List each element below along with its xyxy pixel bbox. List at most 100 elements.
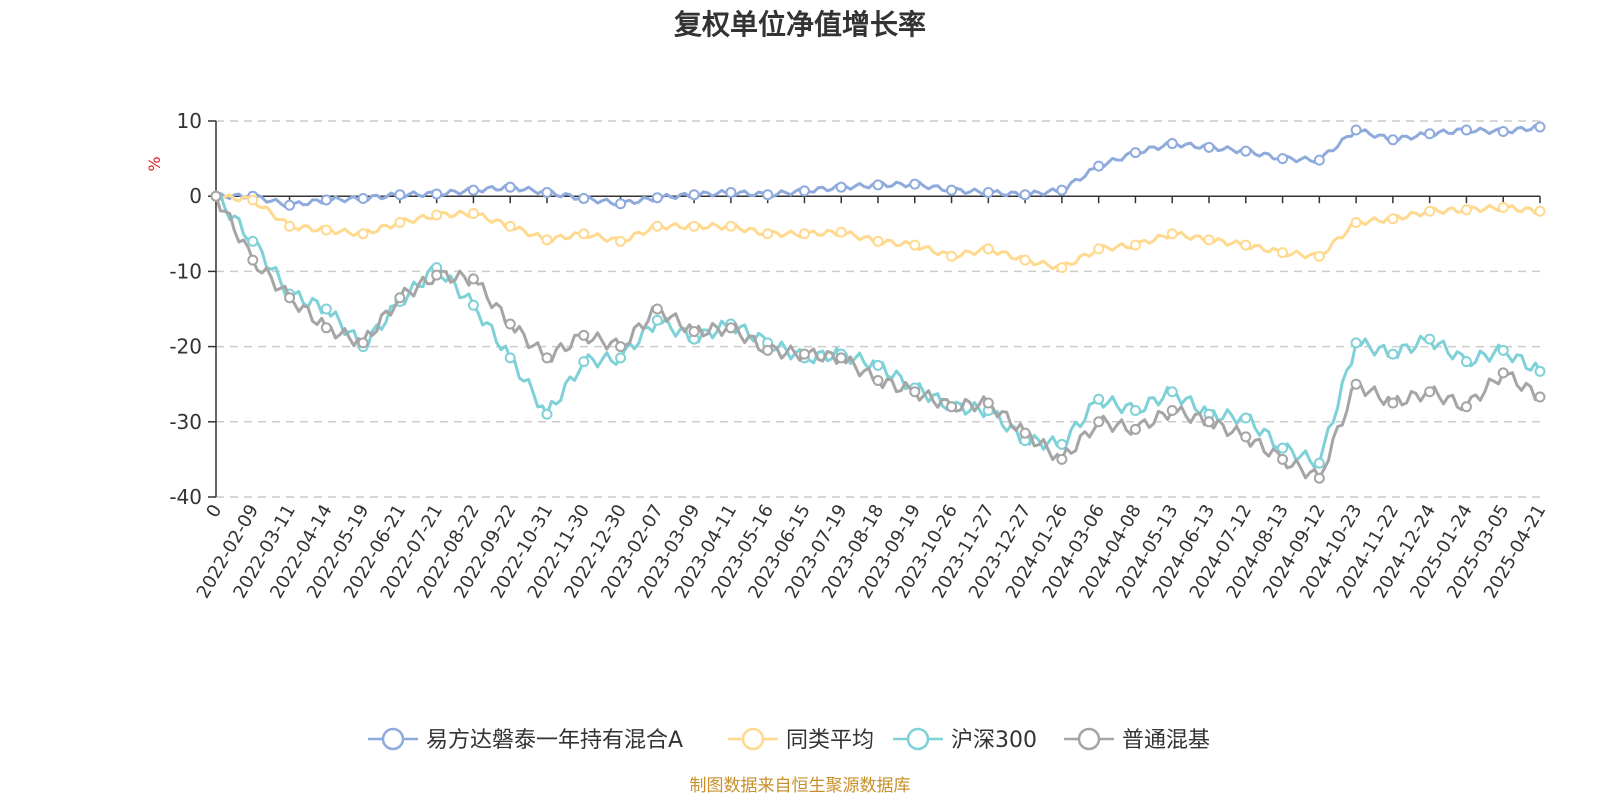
series-point-1: [1534, 205, 1546, 217]
series-point-0: [1534, 121, 1546, 133]
series-point-1: [1240, 239, 1252, 251]
series-point-0: [1350, 124, 1362, 136]
series-point-3: [1497, 367, 1509, 379]
series-point-3: [431, 269, 443, 281]
series-point-3: [1240, 431, 1252, 443]
series-point-1: [1497, 201, 1509, 213]
series-point-0: [1424, 128, 1436, 140]
series-point-3: [320, 322, 332, 334]
series-point-0: [835, 181, 847, 193]
y-tick-label: -30: [169, 410, 202, 434]
series-point-3: [1313, 472, 1325, 484]
series-point-1: [1056, 262, 1068, 274]
y-axis-unit: %: [145, 156, 164, 171]
series-point-2: [504, 352, 516, 364]
series-point-0: [1019, 189, 1031, 201]
series-point-2: [247, 235, 259, 247]
series-point-1: [578, 228, 590, 240]
series-point-0: [688, 189, 700, 201]
legend-marker-0: [381, 727, 405, 751]
series-point-3: [762, 344, 774, 356]
series-point-3: [1424, 386, 1436, 398]
series-point-3: [615, 341, 627, 353]
series-point-3: [394, 292, 406, 304]
series-point-0: [1387, 134, 1399, 146]
series-point-3: [467, 273, 479, 285]
legend-marker-3: [1077, 727, 1101, 751]
series-point-3: [688, 326, 700, 338]
series-point-2: [1240, 412, 1252, 424]
series-point-1: [467, 207, 479, 219]
series-point-0: [578, 192, 590, 204]
series-point-1: [431, 209, 443, 221]
series-point-1: [909, 239, 921, 251]
legend-label-2: 沪深300: [951, 728, 1037, 753]
series-point-0: [909, 178, 921, 190]
series-point-1: [615, 235, 627, 247]
series-point-0: [1313, 154, 1325, 166]
series-point-2: [467, 299, 479, 311]
series-point-2: [1387, 348, 1399, 360]
series-point-3: [1166, 405, 1178, 417]
series-point-1: [1019, 254, 1031, 266]
series-point-1: [357, 228, 369, 240]
series-point-0: [1497, 126, 1509, 138]
series-point-0: [1056, 184, 1068, 196]
series-point-0: [615, 198, 627, 210]
series-point-0: [320, 194, 332, 206]
series-point-1: [651, 220, 663, 232]
series-point-2: [578, 356, 590, 368]
series-layer: [210, 121, 1546, 484]
series-point-2: [1350, 337, 1362, 349]
series-point-0: [1240, 145, 1252, 157]
series-point-1: [320, 224, 332, 236]
series-point-2: [651, 314, 663, 326]
legend-label-3: 普通混基: [1122, 728, 1210, 753]
series-point-0: [1460, 124, 1472, 136]
series-point-0: [872, 179, 884, 191]
series-point-1: [1350, 217, 1362, 229]
series-point-3: [725, 322, 737, 334]
series-point-0: [1277, 153, 1289, 165]
series-point-1: [504, 220, 516, 232]
series-point-2: [1166, 386, 1178, 398]
series-point-0: [467, 184, 479, 196]
series-point-1: [1129, 239, 1141, 251]
series-point-3: [1387, 397, 1399, 409]
series-point-2: [615, 352, 627, 364]
series-point-0: [798, 185, 810, 197]
series-point-3: [651, 303, 663, 315]
series-point-0: [762, 189, 774, 201]
series-point-0: [1166, 138, 1178, 150]
series-point-1: [1387, 213, 1399, 225]
series-line-0: [215, 123, 1541, 209]
series-point-3: [946, 401, 958, 413]
series-point-3: [504, 318, 516, 330]
series-point-0: [541, 186, 553, 198]
series-point-2: [872, 359, 884, 371]
series-point-3: [247, 254, 259, 266]
series-point-0: [284, 199, 296, 211]
series-point-3: [1056, 453, 1068, 465]
series-point-2: [1129, 405, 1141, 417]
series-point-1: [1460, 204, 1472, 216]
series-point-3: [541, 352, 553, 364]
series-point-3: [909, 386, 921, 398]
series-point-1: [725, 220, 737, 232]
series-point-0: [431, 188, 443, 200]
series-point-1: [1166, 228, 1178, 240]
series-point-1: [946, 250, 958, 262]
series-point-3: [210, 190, 222, 202]
series-point-3: [1093, 416, 1105, 428]
series-point-2: [1497, 344, 1509, 356]
series-point-1: [247, 194, 259, 206]
chart-title: 复权单位净值增长率: [674, 8, 926, 41]
series-point-2: [1056, 438, 1068, 450]
series-point-0: [982, 186, 994, 198]
series-point-3: [1350, 378, 1362, 390]
series-point-1: [1313, 250, 1325, 262]
y-tick-label: -20: [169, 335, 202, 359]
series-point-2: [1460, 356, 1472, 368]
y-tick-label: -40: [169, 485, 202, 509]
